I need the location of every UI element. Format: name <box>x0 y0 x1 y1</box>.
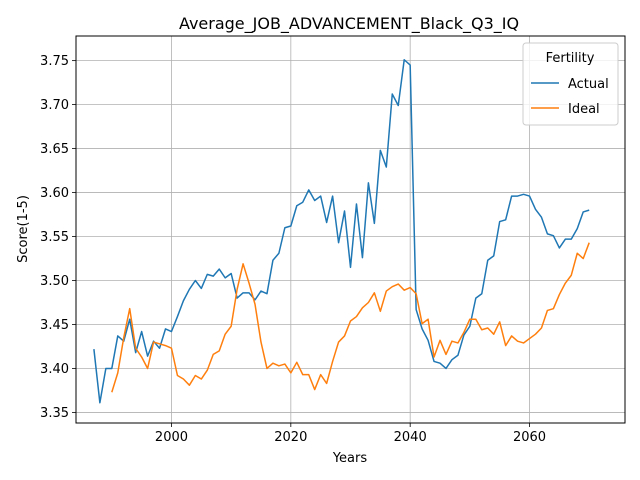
y-tick-label: 3.55 <box>40 230 69 245</box>
legend-label-ideal: Ideal <box>568 102 600 117</box>
x-tick-label: 2020 <box>274 430 307 445</box>
x-tick-label: 2000 <box>155 430 188 445</box>
y-tick-label: 3.75 <box>40 54 69 69</box>
x-axis-label: Years <box>332 451 368 466</box>
series-line-actual <box>93 59 590 404</box>
legend-title: Fertility <box>546 51 595 66</box>
legend-label-actual: Actual <box>568 77 609 92</box>
y-tick-label: 3.70 <box>40 98 69 113</box>
series-line-ideal <box>111 242 590 393</box>
axis-ticks: 2000 2020 2040 2060 3.35 3.40 3.45 3.50 3.55 3.60… <box>40 54 546 445</box>
y-tick-label: 3.35 <box>40 406 69 421</box>
grid <box>76 36 625 423</box>
y-tick-label: 3.65 <box>40 142 69 157</box>
series-lines <box>93 59 590 404</box>
chart-title: Average_JOB_ADVANCEMENT_Black_Q3_IQ <box>179 14 519 34</box>
x-tick-label: 2060 <box>513 430 546 445</box>
legend-box <box>522 42 619 126</box>
x-tick-label: 2040 <box>394 430 427 445</box>
y-tick-label: 3.40 <box>40 362 69 377</box>
legend: Fertility Actual Ideal <box>522 42 619 126</box>
y-tick-label: 3.60 <box>40 186 69 201</box>
plot-frame <box>75 35 626 424</box>
y-tick-label: 3.50 <box>40 274 69 289</box>
y-axis-label: Score(1-5) <box>16 195 31 263</box>
y-tick-label: 3.45 <box>40 318 69 333</box>
